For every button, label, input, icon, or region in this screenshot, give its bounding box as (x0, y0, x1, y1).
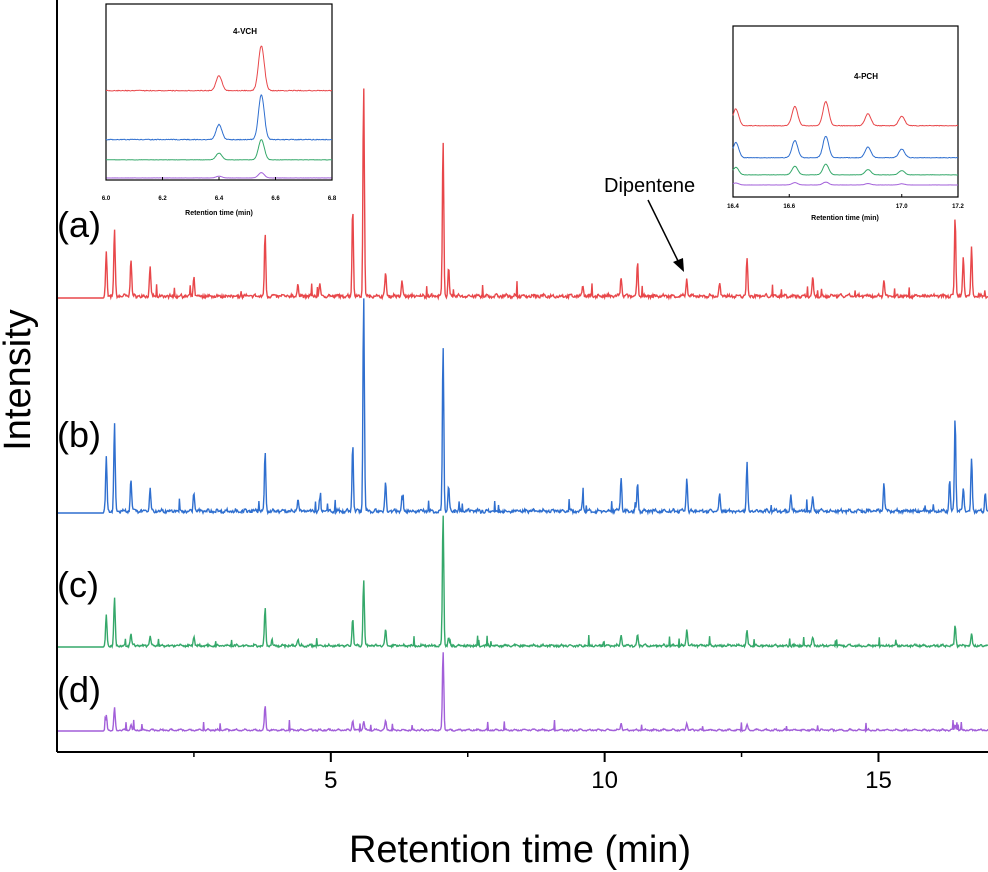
x-axis-label: Retention time (min) (349, 829, 691, 871)
inset-tick-label: 16.6 (783, 204, 795, 210)
inset-1-series-2 (105, 94, 333, 141)
x-axis-ticks: 5 10 15 (193, 752, 892, 794)
inset-4vch: 4-VCH 6.0 6.2 6.4 6.6 6.8 Retention time (mi… (102, 3, 337, 217)
y-axis-label: Intensity (0, 309, 39, 451)
inset-tick-label: 6.8 (328, 196, 337, 202)
annotation-arrow-line (647, 199, 681, 266)
inset-4vch-title: 4-VCH (233, 27, 257, 36)
inset-tick-label: 17.0 (896, 204, 908, 210)
inset-2-series-3 (732, 163, 959, 176)
series-line-4 (57, 652, 988, 734)
series-line-1 (57, 88, 988, 301)
inset-1-series-3 (105, 139, 333, 161)
inset-2-series-4 (732, 181, 958, 186)
dipentene-annotation: Dipentene (604, 175, 695, 197)
series-label-d: (d) (57, 669, 101, 710)
inset-2-series-2 (732, 135, 958, 159)
annotation-arrow-head (673, 258, 684, 272)
inset-tick-label: 6.6 (271, 196, 280, 202)
series-label-b: (b) (57, 414, 101, 455)
x-tick-label: 10 (591, 767, 618, 794)
x-tick-label: 15 (865, 767, 892, 794)
series-label-a: (a) (57, 204, 101, 245)
inset-4pch-title: 4-PCH (854, 72, 878, 81)
main-traces (57, 88, 988, 734)
inset-4vch-frame (105, 3, 333, 181)
inset-4pch-frame (732, 25, 959, 198)
series-line-2 (57, 298, 988, 516)
inset-tick-label: 6.2 (158, 196, 167, 202)
inset-4pch-xlabel: Retention time (min) (811, 215, 879, 222)
x-tick-label: 5 (324, 767, 337, 794)
inset-2-series-1 (732, 100, 959, 127)
series-line-3 (57, 515, 988, 650)
inset-4vch-xlabel: Retention time (min) (185, 210, 253, 217)
inset-4pch: 4-PCH 16.4 16.6 17.0 17.2 Retention time (m… (727, 25, 964, 222)
inset-tick-label: 6.0 (102, 196, 111, 202)
series-label-c: (c) (57, 564, 99, 605)
inset-tick-label: 6.4 (215, 196, 224, 202)
inset-tick-label: 16.4 (727, 204, 739, 210)
inset-tick-label: 17.2 (952, 204, 964, 210)
inset-1-series-1 (106, 45, 333, 92)
inset-1-series-4 (106, 172, 333, 179)
